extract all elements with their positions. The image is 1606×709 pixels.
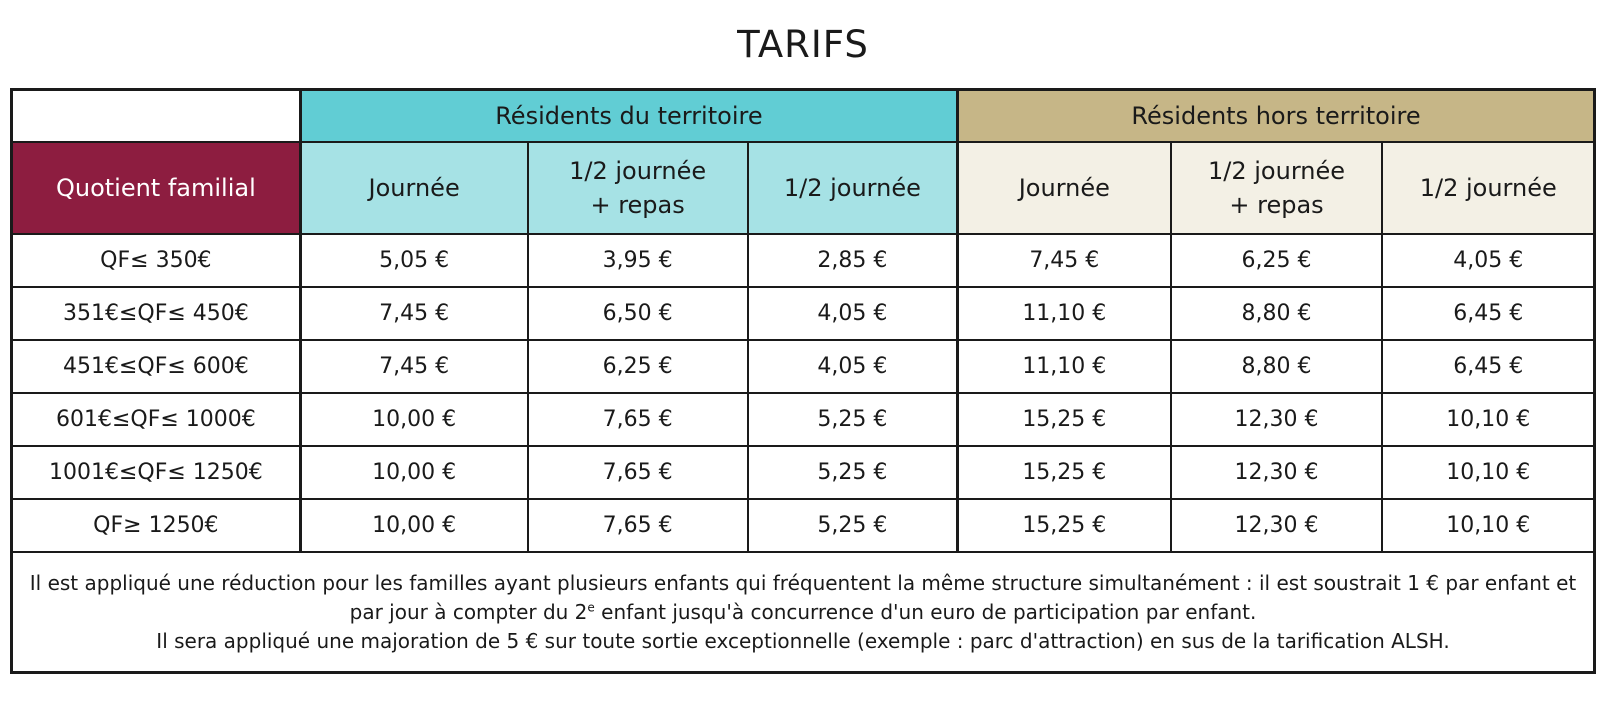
nonresident-day-header: Journée xyxy=(956,141,1172,235)
table-row: 1001€≤QF≤ 1250€ 10,00 € 7,65 € 5,25 € 15… xyxy=(10,445,1596,500)
price-cell: 15,25 € xyxy=(956,498,1172,553)
price-cell: 7,65 € xyxy=(526,392,749,447)
qf-range-cell: 351€≤QF≤ 450€ xyxy=(10,286,302,341)
note-text: enfant jusqu'à concurrence d'un euro de … xyxy=(594,599,1257,624)
price-cell: 6,45 € xyxy=(1381,339,1596,394)
price-cell: 10,10 € xyxy=(1381,392,1596,447)
price-cell: 6,50 € xyxy=(526,286,749,341)
page-title: TARIFS xyxy=(737,23,869,66)
price-cell: 4,05 € xyxy=(1381,233,1596,288)
qf-range-cell: QF≥ 1250€ xyxy=(10,498,302,553)
qf-range-cell: 451€≤QF≤ 600€ xyxy=(10,339,302,394)
half-meal-line2: + repas xyxy=(1229,191,1324,219)
resident-half-meal-header: 1/2 journée + repas xyxy=(526,141,749,235)
price-cell: 3,95 € xyxy=(526,233,749,288)
blank-corner-cell xyxy=(10,88,302,143)
price-cell: 12,30 € xyxy=(1169,445,1384,500)
outing-surcharge-note: Il sera appliqué une majoration de 5 € s… xyxy=(156,628,1450,653)
nonresident-half-meal-header: 1/2 journée + repas xyxy=(1169,141,1384,235)
price-cell: 4,05 € xyxy=(746,286,960,341)
ordinal-suffix: e xyxy=(587,599,595,614)
price-cell: 12,30 € xyxy=(1169,392,1384,447)
price-cell: 11,10 € xyxy=(956,339,1172,394)
price-cell: 7,65 € xyxy=(526,498,749,553)
half-meal-line1: 1/2 journée xyxy=(569,157,707,185)
notes-row: Il est appliqué une réduction pour les f… xyxy=(10,551,1596,674)
price-cell: 5,25 € xyxy=(746,498,960,553)
price-cell: 7,45 € xyxy=(956,233,1172,288)
sibling-discount-note: Il est appliqué une réduction pour les f… xyxy=(13,569,1593,627)
group-header-resident: Résidents du territoire xyxy=(299,88,960,143)
price-cell: 11,10 € xyxy=(956,286,1172,341)
price-cell: 8,80 € xyxy=(1169,286,1384,341)
price-cell: 10,10 € xyxy=(1381,445,1596,500)
qf-range-cell: 601€≤QF≤ 1000€ xyxy=(10,392,302,447)
price-cell: 7,45 € xyxy=(299,286,529,341)
group-header-row: Résidents du territoire Résidents hors t… xyxy=(10,88,1596,143)
half-meal-line1: 1/2 journée xyxy=(1208,157,1346,185)
half-meal-line2: + repas xyxy=(590,191,685,219)
price-cell: 12,30 € xyxy=(1169,498,1384,553)
price-cell: 7,45 € xyxy=(299,339,529,394)
price-cell: 6,45 € xyxy=(1381,286,1596,341)
resident-half-header: 1/2 journée xyxy=(746,141,960,235)
table-row: 601€≤QF≤ 1000€ 10,00 € 7,65 € 5,25 € 15,… xyxy=(10,392,1596,447)
price-cell: 10,10 € xyxy=(1381,498,1596,553)
price-cell: 15,25 € xyxy=(956,392,1172,447)
group-header-non-resident: Résidents hors territoire xyxy=(956,88,1596,143)
price-cell: 10,00 € xyxy=(299,445,529,500)
qf-column-header: Quotient familial xyxy=(10,141,302,235)
price-cell: 5,25 € xyxy=(746,392,960,447)
price-cell: 4,05 € xyxy=(746,339,960,394)
notes-cell: Il est appliqué une réduction pour les f… xyxy=(10,551,1596,674)
nonresident-half-header: 1/2 journée xyxy=(1381,141,1596,235)
price-cell: 15,25 € xyxy=(956,445,1172,500)
price-cell: 10,00 € xyxy=(299,498,529,553)
price-cell: 6,25 € xyxy=(1169,233,1384,288)
tarifs-table: Résidents du territoire Résidents hors t… xyxy=(10,88,1596,674)
price-cell: 5,25 € xyxy=(746,445,960,500)
qf-range-cell: QF≤ 350€ xyxy=(10,233,302,288)
price-cell: 2,85 € xyxy=(746,233,960,288)
price-cell: 10,00 € xyxy=(299,392,529,447)
table-row: 451€≤QF≤ 600€ 7,45 € 6,25 € 4,05 € 11,10… xyxy=(10,339,1596,394)
price-cell: 5,05 € xyxy=(299,233,529,288)
table-row: QF≥ 1250€ 10,00 € 7,65 € 5,25 € 15,25 € … xyxy=(10,498,1596,553)
table-row: QF≤ 350€ 5,05 € 3,95 € 2,85 € 7,45 € 6,2… xyxy=(10,233,1596,288)
price-cell: 7,65 € xyxy=(526,445,749,500)
column-header-row: Quotient familial Journée 1/2 journée + r… xyxy=(10,141,1596,235)
note-text: Il est appliqué une réduction pour les f… xyxy=(29,570,1577,624)
qf-range-cell: 1001€≤QF≤ 1250€ xyxy=(10,445,302,500)
price-cell: 8,80 € xyxy=(1169,339,1384,394)
resident-day-header: Journée xyxy=(299,141,529,235)
table-row: 351€≤QF≤ 450€ 7,45 € 6,50 € 4,05 € 11,10… xyxy=(10,286,1596,341)
price-cell: 6,25 € xyxy=(526,339,749,394)
